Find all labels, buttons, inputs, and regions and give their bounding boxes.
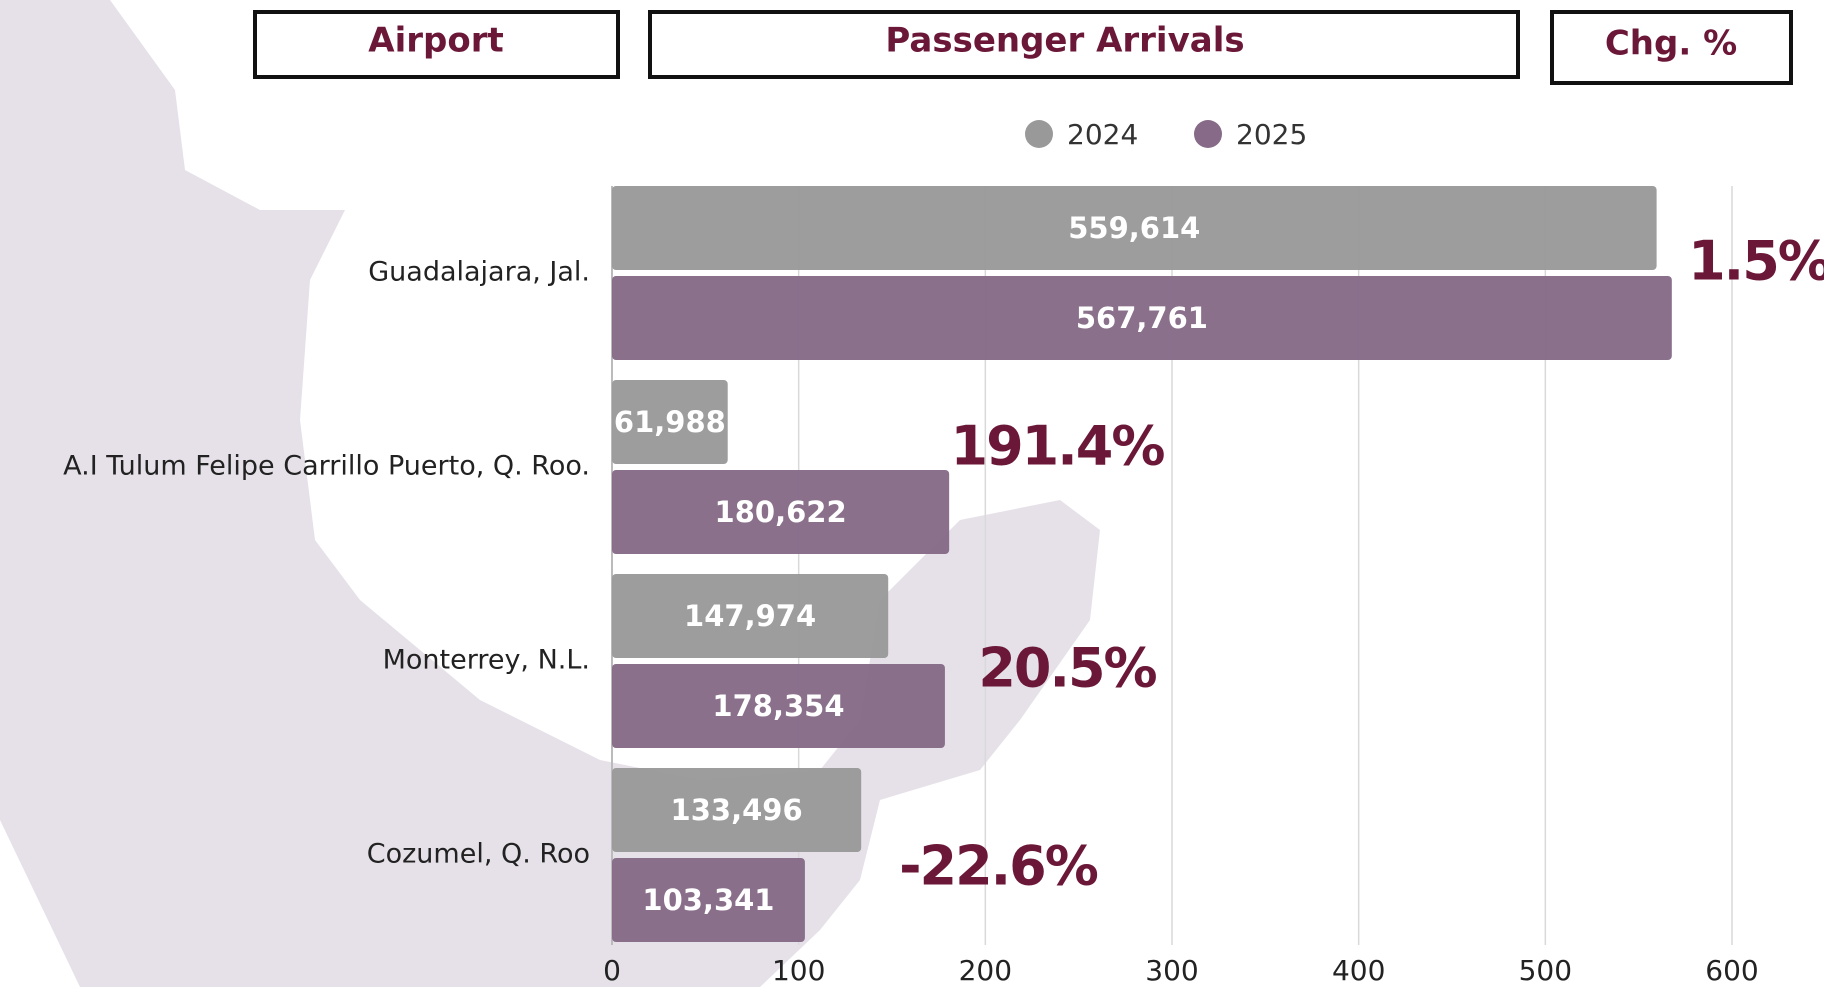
value-label: 180,622 (715, 495, 847, 529)
bar (612, 858, 805, 942)
category-label: A.I Tulum Felipe Carrillo Puerto, Q. Roo… (63, 451, 590, 482)
legend-label: 2024 (1067, 118, 1138, 151)
x-tick-label: 400 (1332, 954, 1385, 987)
change-label: 1.5% (1688, 230, 1824, 293)
bar (612, 768, 862, 852)
legend-marker (1194, 120, 1222, 148)
legend-marker (1025, 120, 1053, 148)
value-label: 103,341 (642, 883, 774, 917)
change-label: 20.5% (978, 637, 1156, 700)
header-box (253, 10, 620, 79)
x-tick-label: 600 (1705, 954, 1758, 987)
legend-label: 2025 (1236, 118, 1307, 151)
header: Chg. % (1605, 24, 1737, 64)
x-tick-label: 300 (1145, 954, 1198, 987)
value-label: 567,761 (1076, 301, 1208, 335)
change-label: -22.6% (899, 835, 1098, 898)
bar (612, 380, 728, 464)
category-label: Guadalajara, Jal. (368, 257, 590, 288)
value-label: 61,988 (614, 405, 726, 439)
header: Passenger Arrivals (885, 21, 1244, 61)
change-label: 191.4% (951, 415, 1165, 478)
category-label: Monterrey, N.L. (383, 645, 590, 676)
header: Airport (368, 21, 503, 61)
header-box (1550, 10, 1793, 85)
map-background (0, 0, 1100, 987)
x-tick-label: 100 (772, 954, 825, 987)
value-label: 133,496 (671, 793, 803, 827)
x-tick-label: 0 (603, 954, 621, 987)
bar (612, 470, 950, 554)
bar (612, 574, 889, 658)
bar (612, 186, 1657, 270)
x-tick-label: 200 (959, 954, 1012, 987)
bar (612, 276, 1672, 360)
value-label: 147,974 (684, 599, 816, 633)
category-label: Cozumel, Q. Roo (367, 839, 590, 870)
bar (612, 664, 945, 748)
value-label: 559,614 (1068, 211, 1200, 245)
headers: Airport Passenger Arrivals Chg. % (253, 10, 1793, 85)
value-label: 178,354 (712, 689, 844, 723)
header-box (648, 10, 1520, 79)
x-tick-label: 500 (1519, 954, 1572, 987)
